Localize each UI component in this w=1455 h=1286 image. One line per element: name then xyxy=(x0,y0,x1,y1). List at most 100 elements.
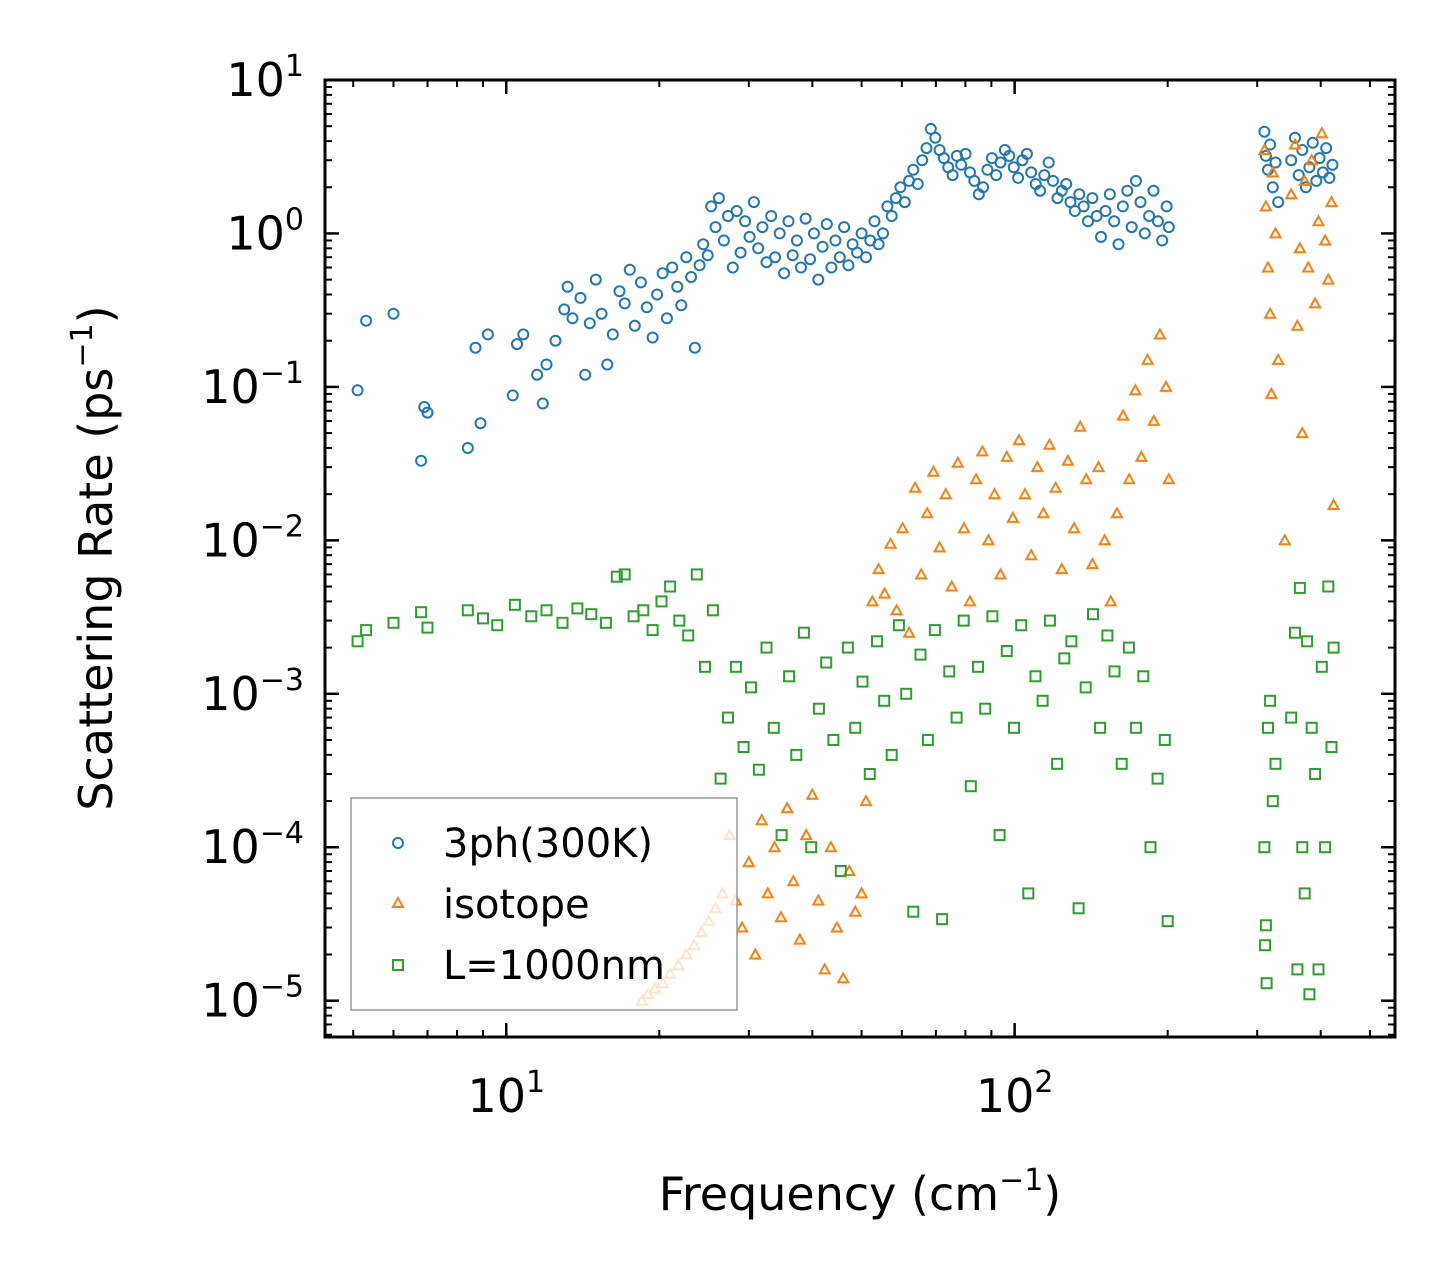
legend-label-l1000nm: L=1000nm xyxy=(443,943,665,989)
data-point xyxy=(856,675,869,688)
legend: 3ph(300K) isotope L=1000nm xyxy=(350,797,738,1011)
data-point xyxy=(865,594,880,607)
data-point xyxy=(469,341,482,354)
data-point xyxy=(946,169,959,182)
data-point xyxy=(646,331,659,344)
data-point xyxy=(1156,234,1169,247)
data-point xyxy=(717,234,730,247)
data-point xyxy=(1264,694,1277,707)
data-point xyxy=(780,801,794,814)
data-point xyxy=(1271,352,1285,365)
y-tick-label: 10−4 xyxy=(201,816,304,874)
data-point xyxy=(481,328,494,341)
data-point xyxy=(871,562,886,575)
data-point xyxy=(1266,181,1279,194)
data-point xyxy=(907,905,920,918)
data-point xyxy=(908,480,922,493)
data-point xyxy=(1159,379,1173,392)
data-point xyxy=(752,763,765,776)
data-point xyxy=(1316,166,1329,179)
data-point xyxy=(889,603,904,616)
y-axis-label: Scattering Rate (ps xyxy=(69,368,123,811)
data-point xyxy=(1323,171,1336,184)
y-axis-label-end: ) xyxy=(69,305,123,323)
data-point xyxy=(863,768,876,780)
data-point xyxy=(1058,652,1071,665)
data-point xyxy=(881,200,894,213)
data-point xyxy=(1257,142,1272,155)
data-point xyxy=(1024,548,1038,561)
data-point xyxy=(685,271,698,283)
data-point xyxy=(836,971,850,984)
data-point xyxy=(914,648,927,661)
data-point xyxy=(688,341,701,354)
data-point xyxy=(360,624,373,637)
data-point xyxy=(360,314,373,327)
data-point xyxy=(1112,238,1125,251)
data-point xyxy=(623,263,636,276)
data-point xyxy=(1067,521,1081,534)
x-axis-title: Frequency (cm−1) xyxy=(659,1163,1062,1221)
legend-box xyxy=(350,797,738,1011)
data-point xyxy=(920,506,934,519)
data-point xyxy=(511,338,523,351)
data-point xyxy=(1315,660,1328,673)
data-point xyxy=(1085,557,1100,570)
y-tick-label: 10−2 xyxy=(201,509,304,567)
data-point xyxy=(640,301,653,314)
data-point xyxy=(673,614,686,627)
data-point xyxy=(1030,460,1044,473)
data-point xyxy=(1025,166,1038,179)
data-point xyxy=(1134,196,1147,209)
data-point xyxy=(1259,919,1272,932)
data-point xyxy=(477,612,489,625)
data-point xyxy=(1128,383,1143,396)
data-point xyxy=(937,152,950,165)
data-point xyxy=(574,291,587,304)
data-point xyxy=(1043,614,1056,627)
data-point xyxy=(1289,626,1301,639)
data-point xyxy=(722,711,734,724)
data-point xyxy=(1147,413,1161,426)
data-point xyxy=(1306,136,1319,149)
data-point xyxy=(606,328,619,341)
data-point xyxy=(1303,161,1316,174)
data-series-layer xyxy=(351,122,1341,1006)
data-point xyxy=(1264,386,1279,399)
data-point xyxy=(651,288,664,301)
data-point xyxy=(561,280,574,293)
data-point xyxy=(900,687,913,700)
data-point xyxy=(979,702,992,715)
data-point xyxy=(637,604,650,617)
data-point xyxy=(898,196,911,209)
data-point xyxy=(599,616,612,629)
data-point xyxy=(1301,260,1315,273)
data-point xyxy=(1122,472,1136,485)
data-point xyxy=(508,598,521,611)
legend-marker-3ph xyxy=(392,837,404,849)
data-point xyxy=(916,154,929,167)
data-point xyxy=(1268,226,1283,239)
data-point xyxy=(790,748,803,761)
data-point xyxy=(830,920,844,933)
axis-ticks: 101 102 101 100 10−1 10−2 10−3 10−4 10−5 xyxy=(201,49,1395,1123)
data-point xyxy=(628,319,641,332)
data-point xyxy=(805,787,819,800)
data-point xyxy=(883,536,898,549)
data-point xyxy=(1284,187,1298,200)
series-circle-group xyxy=(351,122,1339,467)
data-point xyxy=(1091,460,1106,473)
data-point xyxy=(618,297,631,310)
data-point xyxy=(795,261,807,274)
data-point xyxy=(690,568,703,581)
data-point xyxy=(1320,142,1333,155)
data-point xyxy=(829,234,842,247)
data-point xyxy=(1099,205,1112,217)
data-point xyxy=(793,932,807,945)
data-point xyxy=(1293,581,1306,594)
data-point xyxy=(1153,327,1167,340)
data-point xyxy=(767,721,780,734)
data-point xyxy=(1065,635,1078,648)
data-point xyxy=(1036,694,1049,707)
